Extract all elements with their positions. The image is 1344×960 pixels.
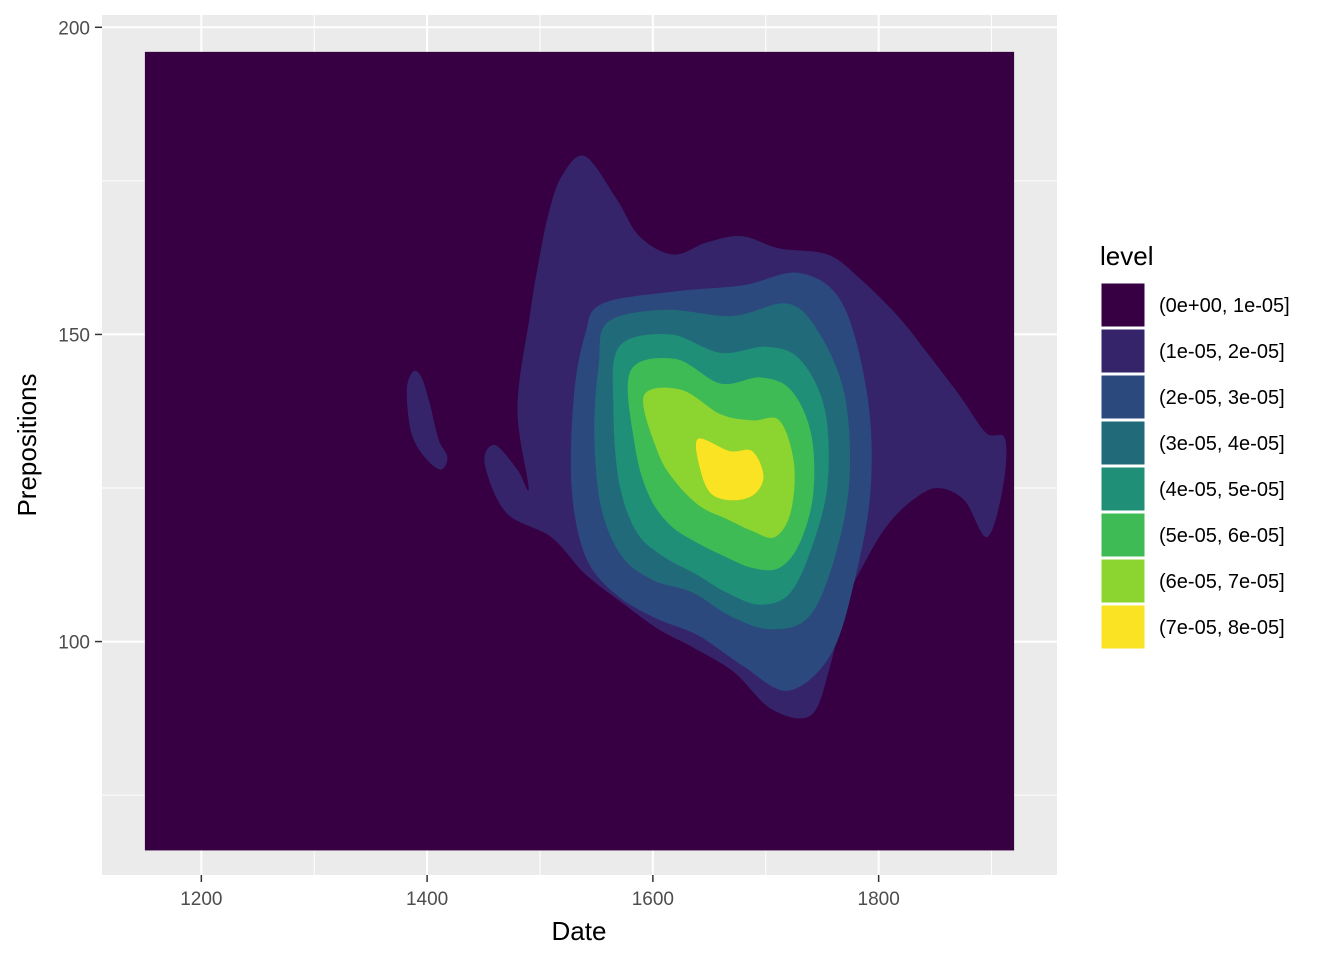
legend-title: level: [1100, 241, 1153, 271]
legend-key: [1100, 282, 1146, 328]
legend-label: (6e-05, 7e-05]: [1159, 571, 1285, 593]
density-contours: [144, 51, 1015, 851]
legend-label: (4e-05, 5e-05]: [1159, 479, 1285, 501]
y-axis-title: Prepositions: [12, 373, 42, 516]
legend-label: (1e-05, 2e-05]: [1159, 341, 1285, 363]
legend-key: [1100, 558, 1146, 604]
legend-label: (3e-05, 4e-05]: [1159, 433, 1285, 455]
legend-label: (7e-05, 8e-05]: [1159, 617, 1285, 639]
x-axis-title: Date: [552, 916, 607, 946]
legend-label: (5e-05, 6e-05]: [1159, 525, 1285, 547]
y-tick-label: 150: [58, 325, 90, 346]
legend: level (0e+00, 1e-05] (1e-05, 2e-05] (2e-05…: [1100, 241, 1290, 650]
legend-key: [1100, 512, 1146, 558]
x-tick-label: 1600: [632, 889, 674, 910]
density-level-7: [695, 438, 764, 501]
legend-label: (0e+00, 1e-05]: [1159, 295, 1290, 317]
y-axis: 100 150 200: [58, 18, 102, 654]
legend-key: [1100, 374, 1146, 420]
x-tick-label: 1800: [858, 889, 900, 910]
x-tick-label: 1200: [180, 889, 222, 910]
x-tick-label: 1400: [406, 889, 448, 910]
legend-key: [1100, 466, 1146, 512]
legend-key: [1100, 420, 1146, 466]
x-axis: 1200 1400 1600 1800: [180, 875, 900, 910]
legend-label: (2e-05, 3e-05]: [1159, 387, 1285, 409]
y-tick-label: 200: [58, 18, 90, 39]
y-tick-label: 100: [58, 633, 90, 654]
legend-key: [1100, 604, 1146, 650]
legend-key: [1100, 328, 1146, 374]
density-level-1: [406, 370, 448, 470]
